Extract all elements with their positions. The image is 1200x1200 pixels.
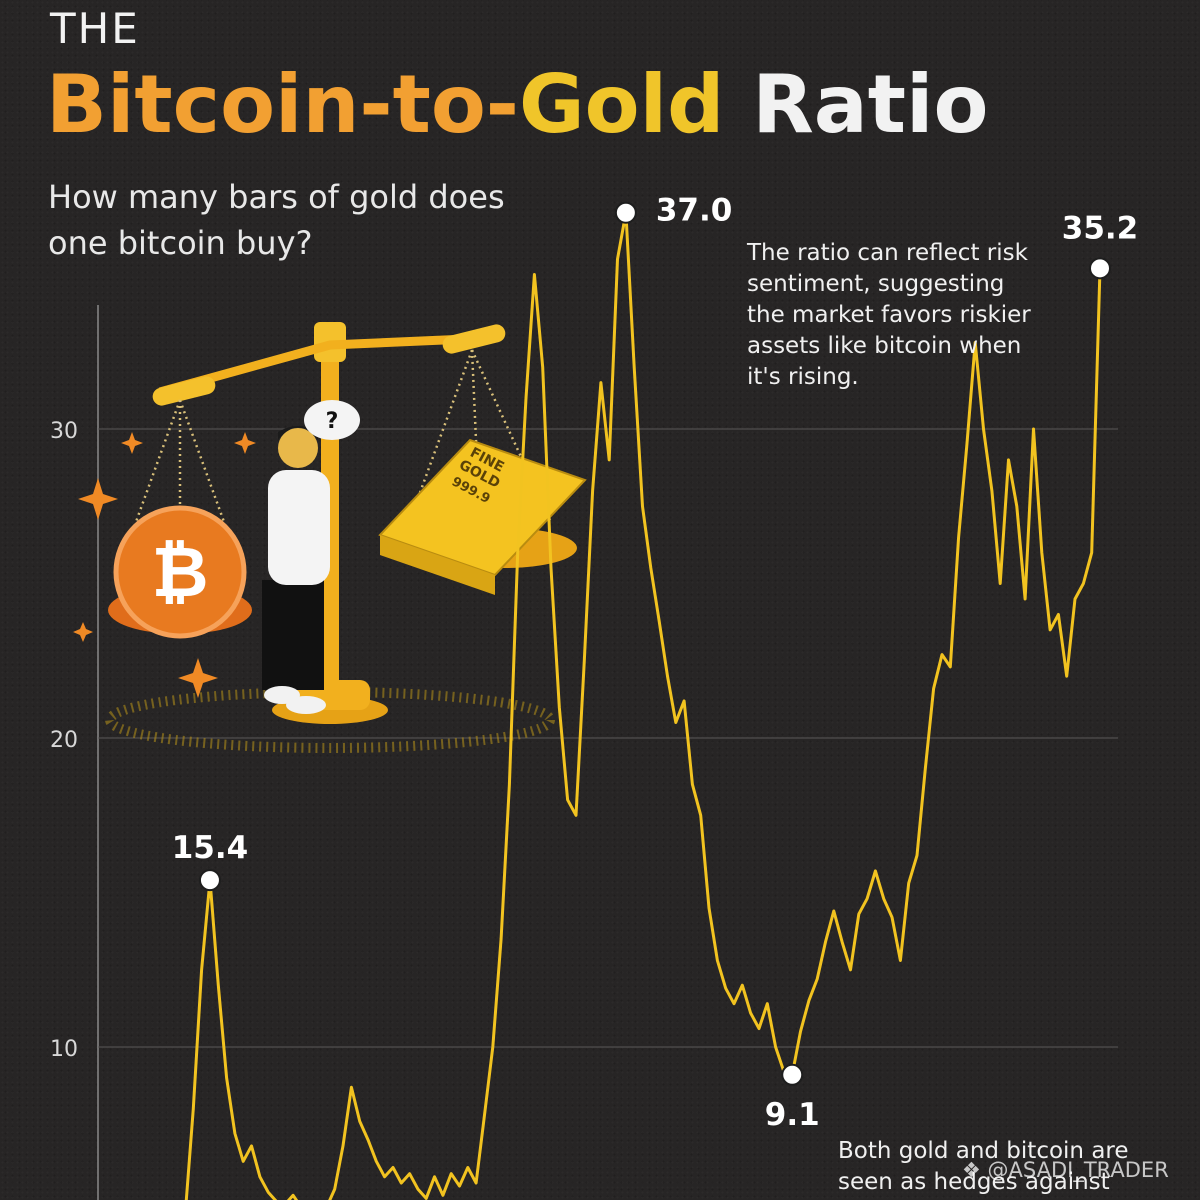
- sparkle-icons: [73, 432, 256, 698]
- y-tick-labels: 10 20 30: [50, 419, 78, 1062]
- sparkle-icon: [234, 432, 256, 454]
- ratio-series-line: [184, 211, 1102, 1200]
- low-note: Both gold and bitcoin are seen as hedges…: [838, 1138, 1129, 1195]
- floor-dots-graphic: [105, 687, 555, 753]
- person-shoe-right-graphic: [286, 696, 326, 714]
- person-head-graphic: [278, 428, 318, 468]
- gridlines: [98, 428, 1118, 1048]
- left-chains-graphic: [113, 399, 247, 585]
- person-shirt-graphic: [268, 470, 330, 585]
- bitcoin-coin-icon: [113, 505, 247, 639]
- gold-bar-side-graphic: [380, 535, 495, 595]
- annotation-marker: [1089, 257, 1111, 280]
- annotation-marker: [198, 869, 221, 892]
- person-legs-graphic: [262, 580, 324, 690]
- bitcoin-symbol-icon: ₿: [151, 531, 208, 613]
- annotation-value-label: 15.4: [172, 830, 249, 866]
- y-tick-label: 10: [50, 1037, 78, 1062]
- annotation-markers: 15.4 37.0 9.1 35.2: [172, 193, 1139, 1133]
- watermark-text: ❖ @ASADI_TRADER: [962, 1158, 1169, 1182]
- thinking-person-graphic: [262, 426, 330, 714]
- left-arm-graphic: [152, 376, 216, 406]
- thought-bubble-icon: [304, 400, 360, 440]
- scale-beam-graphic: [158, 333, 491, 397]
- sparkle-icon: [78, 478, 118, 520]
- title-part-gold: Gold: [519, 58, 725, 151]
- annotation-value-label: 35.2: [1062, 210, 1139, 246]
- peak-note: The ratio can reflect risk sentiment, su…: [747, 240, 1031, 390]
- right-arm-graphic: [442, 324, 506, 354]
- page-title: Bitcoin-to-Gold Ratio: [46, 58, 988, 151]
- sparkle-icon: [121, 432, 143, 454]
- title-part-ratio: Ratio: [752, 58, 989, 151]
- annotation-value-label: 9.1: [765, 1097, 820, 1133]
- title-part-bitcoin: Bitcoin-to-: [46, 58, 520, 151]
- question-mark-icon: ?: [326, 409, 339, 434]
- y-tick-label: 30: [50, 419, 78, 444]
- sparkle-icon: [73, 622, 93, 642]
- y-tick-label: 20: [50, 728, 78, 753]
- title-kicker: THE: [50, 4, 140, 53]
- scale-illustration: ₿ FINE GOLD 999.9 ?: [73, 322, 587, 753]
- sparkle-icon: [178, 658, 218, 698]
- page-subtitle: How many bars of gold does one bitcoin b…: [48, 178, 505, 262]
- annotation-value-label: 37.0: [656, 193, 733, 229]
- annotation-marker: [614, 201, 637, 224]
- annotation-marker: [781, 1063, 804, 1086]
